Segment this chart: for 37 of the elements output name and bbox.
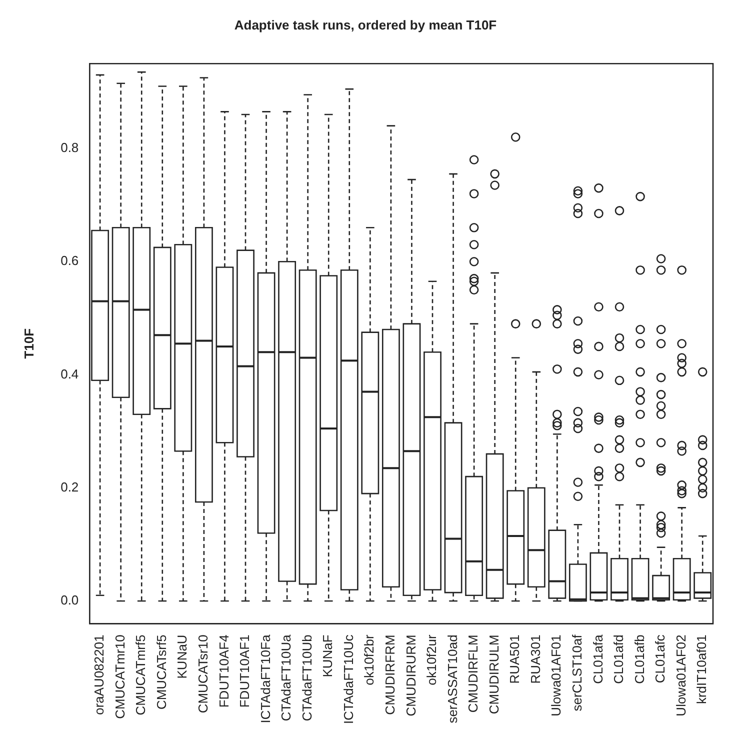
x-tick-label: CMUDIRFLM (466, 634, 481, 713)
y-tick-label: 0.0 (60, 592, 79, 608)
x-tick-label: krdIT10af01 (694, 634, 710, 704)
x-tick-label: CMUCATsr10 (196, 634, 211, 714)
y-tick-label: 0.4 (60, 366, 79, 382)
y-tick-label: 0.8 (60, 140, 79, 156)
x-tick-label: CMUCATmr10 (112, 634, 128, 719)
x-tick-label: CL01afc (652, 634, 668, 684)
x-tick-label: CTAdaFT10Ua (278, 634, 294, 722)
chart-title: Adaptive task runs, ordered by mean T10F (234, 17, 497, 32)
x-tick-label: CMUCATmrf5 (133, 634, 148, 716)
x-tick-label: Ulowa01AF02 (673, 634, 688, 716)
x-tick-label: CMUCATsrf5 (154, 634, 169, 710)
x-tick-label: CL01afb (632, 634, 647, 684)
x-tick-label: ok10f2ur (424, 634, 440, 686)
x-tick-label: serCLST10af (570, 634, 585, 712)
y-axis-title: T10F (21, 328, 36, 359)
x-tick-label: KUNaU (174, 634, 190, 679)
x-tick-label: FDUT10AF1 (237, 634, 252, 708)
x-tick-label: CMUDIRFRM (382, 634, 398, 715)
x-tick-label: CL01afd (611, 634, 626, 684)
x-tick-label: serASSAT10ad (444, 634, 460, 724)
x-tick-label: CTAdaFT10Ub (299, 634, 314, 722)
x-tick-label: RUA301 (528, 634, 543, 684)
x-tick-label: KUNaF (320, 634, 336, 678)
y-tick-label: 0.6 (60, 253, 79, 268)
x-tick-label: ICTAdaFT10Uc (340, 634, 356, 724)
x-tick-label: CMUDIRULM (486, 634, 502, 714)
x-tick-label: oraAU082201 (92, 634, 107, 715)
x-tick-label: CMUDIRURM (403, 634, 418, 716)
x-tick-label: RUA501 (507, 634, 522, 684)
x-tick-label: ICTAdaFT10Fa (258, 634, 273, 724)
x-tick-label: Ulowa01AF01 (548, 634, 564, 716)
x-tick-label: FDUT10AF4 (216, 634, 232, 708)
x-tick-label: CL01afa (590, 634, 606, 684)
x-tick-label: ok10f2br (362, 634, 377, 686)
y-tick-label: 0.2 (60, 479, 79, 494)
